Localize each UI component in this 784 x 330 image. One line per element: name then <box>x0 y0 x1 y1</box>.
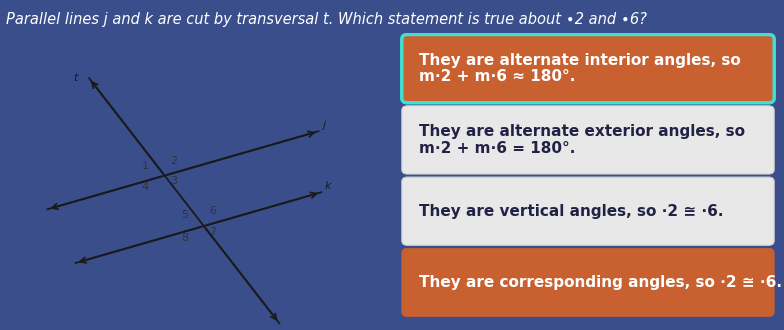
FancyBboxPatch shape <box>401 106 774 174</box>
Text: Parallel lines j and k are cut by transversal t. Which statement is true about ∙: Parallel lines j and k are cut by transv… <box>6 12 647 27</box>
Text: 6: 6 <box>209 206 216 216</box>
Text: They are alternate exterior angles, so: They are alternate exterior angles, so <box>419 124 746 139</box>
Text: 2: 2 <box>170 155 177 166</box>
Text: 7: 7 <box>209 227 216 237</box>
Text: k: k <box>325 181 332 191</box>
FancyBboxPatch shape <box>401 248 774 317</box>
Text: j: j <box>322 120 325 130</box>
Text: 5: 5 <box>181 210 188 220</box>
Text: 4: 4 <box>142 182 149 192</box>
Text: m∙2 + m∙6 ≈ 180°.: m∙2 + m∙6 ≈ 180°. <box>419 69 575 84</box>
FancyBboxPatch shape <box>401 35 774 103</box>
Text: m∙2 + m∙6 = 180°.: m∙2 + m∙6 = 180°. <box>419 141 575 156</box>
Text: 1: 1 <box>142 161 149 171</box>
Text: They are alternate interior angles, so: They are alternate interior angles, so <box>419 53 741 68</box>
Text: They are vertical angles, so ∙2 ≅ ∙6.: They are vertical angles, so ∙2 ≅ ∙6. <box>419 204 724 219</box>
Text: t: t <box>74 73 78 83</box>
Text: 3: 3 <box>170 176 177 185</box>
FancyBboxPatch shape <box>401 177 774 246</box>
Text: They are corresponding angles, so ∙2 ≅ ∙6.: They are corresponding angles, so ∙2 ≅ ∙… <box>419 275 782 290</box>
Text: 8: 8 <box>181 233 188 243</box>
